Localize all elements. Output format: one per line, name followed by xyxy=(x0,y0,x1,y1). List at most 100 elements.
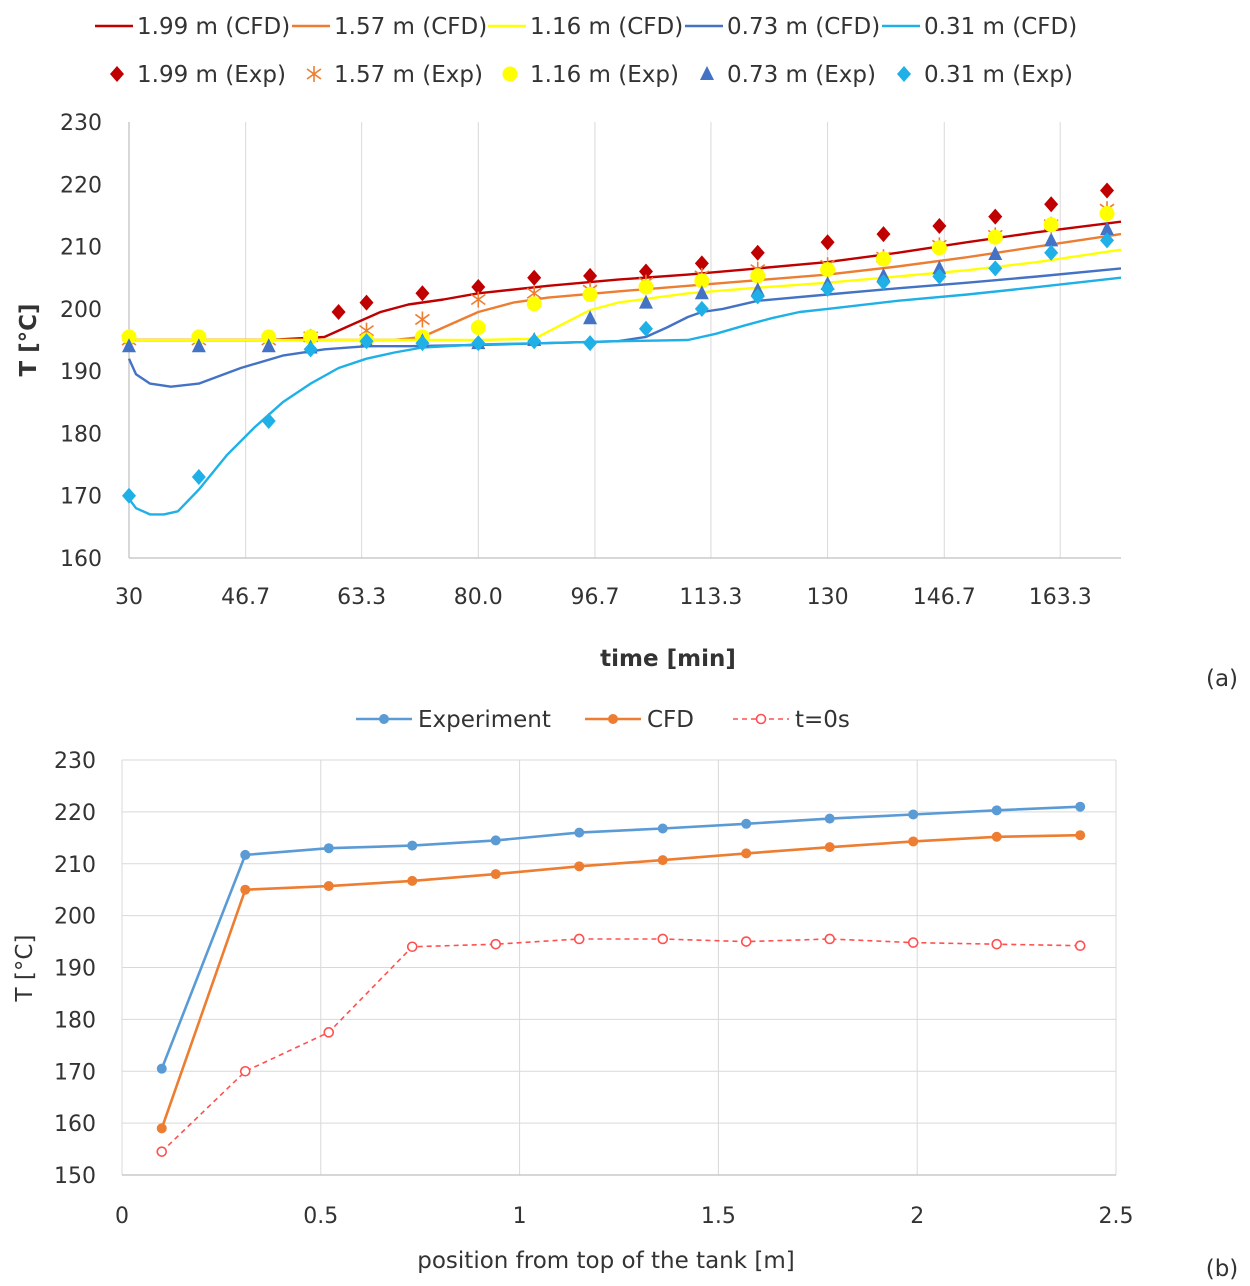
legend-label: t=0s xyxy=(795,707,850,733)
legend-label: 1.57 m (Exp) xyxy=(334,62,483,88)
legend-marker xyxy=(110,66,124,82)
data-point xyxy=(574,861,585,872)
data-point xyxy=(638,279,654,295)
x-axis-title: time [min] xyxy=(600,646,736,672)
data-point xyxy=(470,320,486,336)
data-point xyxy=(1075,830,1086,841)
y-tick-label: 190 xyxy=(54,957,96,982)
legend-label: CFD xyxy=(647,707,694,733)
series-line xyxy=(129,220,1122,342)
series-line xyxy=(127,267,1122,388)
data-point xyxy=(583,267,598,284)
data-point xyxy=(1099,206,1115,222)
data-point xyxy=(638,263,653,280)
legend-label: 1.57 m (CFD) xyxy=(334,14,487,40)
data-point xyxy=(1044,232,1059,247)
legend-label: 1.16 m (CFD) xyxy=(530,14,683,40)
data-point xyxy=(750,288,765,305)
data-point xyxy=(1044,244,1059,261)
x-tick-label: 63.3 xyxy=(337,585,386,610)
data-point-stroke xyxy=(526,287,542,299)
y-tick-label: 200 xyxy=(54,905,96,930)
data-point xyxy=(156,1063,167,1074)
legend-label: 0.31 m (Exp) xyxy=(924,62,1073,88)
data-point xyxy=(907,937,919,948)
data-point xyxy=(121,329,137,345)
chart-b: 0 0.5 1 1.5 2 2.5 150 160 170 180 190 200 210 220 230 p… xyxy=(12,707,1238,1282)
x-tick-label: 113.3 xyxy=(679,585,742,610)
data-point xyxy=(987,229,1003,245)
data-point xyxy=(694,300,709,317)
data-point xyxy=(191,338,206,353)
data-point xyxy=(991,831,1002,842)
data-point xyxy=(1100,221,1115,236)
data-point xyxy=(1100,182,1115,199)
data-point xyxy=(932,268,947,285)
series-line xyxy=(160,805,1081,1070)
data-point xyxy=(527,269,542,286)
x-tick-label: 2 xyxy=(910,1204,924,1229)
x-tick-label: 130 xyxy=(807,585,849,610)
x-tick-label: 2.5 xyxy=(1099,1204,1134,1229)
data-point xyxy=(261,329,277,345)
x-tick-label: 146.7 xyxy=(913,585,976,610)
data-point xyxy=(741,818,752,829)
y-tick-label: 230 xyxy=(60,111,102,136)
data-point xyxy=(988,208,1003,225)
data-point xyxy=(694,255,709,272)
data-point xyxy=(261,338,276,353)
legend-marker-stroke xyxy=(306,68,322,80)
x-tick-label: 1.5 xyxy=(701,1204,736,1229)
data-point xyxy=(583,310,598,325)
legend-marker xyxy=(608,714,618,724)
x-tick-label: 80.0 xyxy=(454,585,503,610)
data-point xyxy=(750,244,765,261)
series-line xyxy=(129,232,1122,342)
data-point xyxy=(1100,232,1115,249)
data-point xyxy=(820,262,836,278)
data-point xyxy=(932,218,947,235)
x-tick-label: 30 xyxy=(115,585,143,610)
data-point xyxy=(191,329,207,345)
legend-label: Experiment xyxy=(418,707,551,733)
y-tick-label: 210 xyxy=(60,236,102,261)
data-point xyxy=(323,881,334,892)
legend-label: 1.16 m (Exp) xyxy=(530,62,679,88)
data-point xyxy=(582,287,598,303)
y-tick-label: 170 xyxy=(60,485,102,510)
legend-marker xyxy=(897,66,911,82)
data-point xyxy=(470,291,486,308)
y-tick-label: 160 xyxy=(60,547,102,572)
data-point xyxy=(573,933,585,945)
chart-a: 30 46.7 63.3 80.0 96.7 113.3 130 146.7 163.3 160 1… xyxy=(16,14,1238,692)
legend-marker xyxy=(502,66,518,82)
data-point xyxy=(741,848,752,859)
y-tick-label: 180 xyxy=(54,1008,96,1033)
data-point xyxy=(583,335,598,352)
data-point xyxy=(876,274,891,291)
data-point xyxy=(1075,801,1086,812)
data-point xyxy=(820,280,835,297)
data-point xyxy=(261,412,276,429)
data-point xyxy=(657,855,668,866)
data-point xyxy=(820,234,835,251)
data-point xyxy=(323,1027,335,1038)
data-point xyxy=(574,827,585,838)
legend-label: 1.99 m (CFD) xyxy=(137,14,290,40)
x-tick-label: 0 xyxy=(115,1204,129,1229)
legend-marker xyxy=(379,714,389,724)
data-point xyxy=(750,268,766,284)
data-point xyxy=(1043,217,1059,233)
data-point xyxy=(876,226,891,243)
data-point-stroke xyxy=(359,325,374,337)
data-point-stroke xyxy=(470,293,486,306)
data-point xyxy=(988,246,1003,261)
legend-marker xyxy=(700,66,714,80)
data-point xyxy=(122,487,136,504)
y-tick-label: 200 xyxy=(60,298,102,323)
y-tick-label: 150 xyxy=(54,1164,96,1189)
legend-label: 1.99 m (Exp) xyxy=(137,62,286,88)
data-point xyxy=(490,835,501,846)
series-line xyxy=(128,276,1122,516)
